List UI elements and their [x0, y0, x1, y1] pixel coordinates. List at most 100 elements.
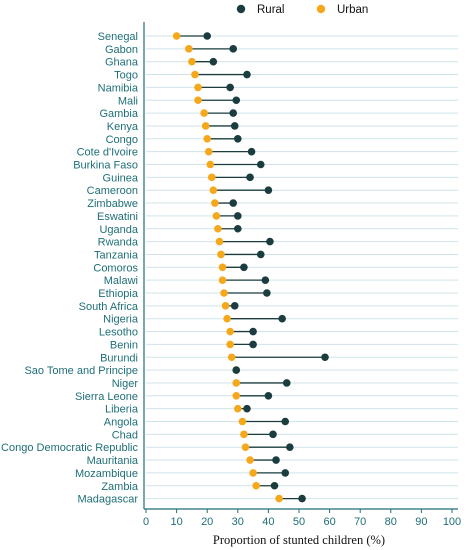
country-label: Kenya [107, 121, 139, 133]
urban-point [232, 392, 241, 400]
country-label: Niger [112, 378, 139, 390]
country-label: Burundi [100, 352, 138, 364]
rural-point [264, 392, 273, 400]
x-tick-label: 90 [415, 516, 427, 528]
country-label: Ethiopia [98, 288, 139, 300]
urban-point [200, 109, 208, 117]
country-label: Togo [114, 70, 138, 82]
rural-point [229, 199, 238, 207]
x-tick-label: 30 [232, 516, 244, 528]
x-tick-label: 10 [170, 516, 182, 528]
x-axis-title: Proportion of stunted children (%) [213, 533, 385, 547]
urban-point [252, 481, 260, 490]
rural-point [298, 494, 306, 503]
rural-point [243, 404, 251, 413]
country-label: Malawi [104, 275, 138, 287]
urban-point [246, 456, 254, 464]
country-label: Sierra Leone [75, 391, 138, 403]
x-tick-label: 100 [443, 516, 461, 528]
country-label: Rwanda [98, 237, 139, 249]
rural-point [269, 430, 277, 439]
rural-point [243, 70, 251, 79]
urban-point [212, 212, 221, 220]
country-label: Zambia [101, 481, 139, 493]
rural-point [321, 353, 329, 362]
urban-point [201, 122, 210, 130]
urban-point [211, 199, 219, 207]
country-label: Guinea [103, 172, 139, 184]
country-label: Ghana [105, 57, 139, 69]
rural-point [261, 276, 270, 284]
country-label: South Africa [79, 301, 139, 313]
rural-point [234, 212, 242, 220]
rural-point [226, 83, 234, 92]
urban-point [223, 314, 231, 323]
rural-point [278, 314, 286, 323]
rural-point [264, 186, 273, 194]
urban-point [203, 135, 211, 143]
legend: Rural Urban [236, 4, 368, 16]
country-label: Mauritania [87, 455, 139, 467]
urban-point [275, 494, 283, 503]
x-tick-label: 70 [354, 516, 366, 528]
country-label: Zimbabwe [87, 198, 138, 210]
rural-point [240, 263, 248, 272]
country-label: Angola [104, 417, 139, 429]
country-label: Benin [110, 339, 138, 351]
country-label: Nigeria [103, 314, 139, 326]
rural-point [263, 289, 271, 297]
urban-point [218, 263, 227, 272]
urban-point [188, 57, 196, 66]
country-label: Congo [106, 134, 138, 146]
urban-point [249, 469, 257, 477]
country-label: Mozambique [75, 468, 138, 480]
urban-point [220, 289, 228, 297]
country-label: Chad [112, 429, 138, 441]
urban-point [217, 250, 225, 259]
rural-point [270, 481, 279, 490]
rural-point [232, 96, 241, 105]
country-label: Namibia [98, 82, 139, 94]
rural-point [256, 160, 265, 169]
rural-point [229, 109, 238, 117]
country-label: Gabon [105, 44, 138, 56]
urban-point [227, 353, 236, 362]
rural-point [230, 302, 239, 310]
urban-point [240, 430, 248, 439]
country-label: Tanzania [94, 249, 139, 261]
axes: 0 10 20 30 40 50 60 70 80 90 100 [143, 22, 461, 528]
rural-point [249, 327, 257, 336]
legend-rural-label: Rural [257, 4, 284, 16]
rural-point [209, 57, 218, 66]
urban-point [194, 96, 202, 105]
urban-point [226, 327, 234, 336]
rural-point [247, 147, 256, 156]
rural-point [266, 237, 274, 246]
urban-point [226, 340, 234, 349]
x-tick-label: 20 [201, 516, 213, 528]
legend-rural-marker [236, 4, 246, 14]
urban-point [241, 443, 250, 452]
rural-point [230, 122, 239, 130]
country-label: Liberia [105, 404, 139, 416]
rural-point [234, 135, 242, 143]
gridlines [146, 35, 458, 500]
country-label: Senegal [98, 31, 138, 43]
x-tick-label: 60 [323, 516, 335, 528]
country-label: Cote d'Ivoire [77, 147, 138, 159]
rural-point [272, 456, 280, 464]
country-label: Madagascar [77, 494, 138, 506]
urban-point [209, 186, 218, 194]
rural-point [246, 173, 254, 182]
rural-point [249, 340, 257, 349]
country-label: Comoros [93, 262, 138, 274]
urban-point [191, 70, 199, 79]
urban-point [185, 45, 193, 53]
urban-point [215, 237, 224, 246]
rural-point [256, 250, 265, 259]
country-label: Gambia [99, 108, 138, 120]
urban-point [194, 83, 202, 92]
country-label: Cameroon [87, 185, 138, 197]
country-label: Burkina Faso [73, 160, 138, 172]
